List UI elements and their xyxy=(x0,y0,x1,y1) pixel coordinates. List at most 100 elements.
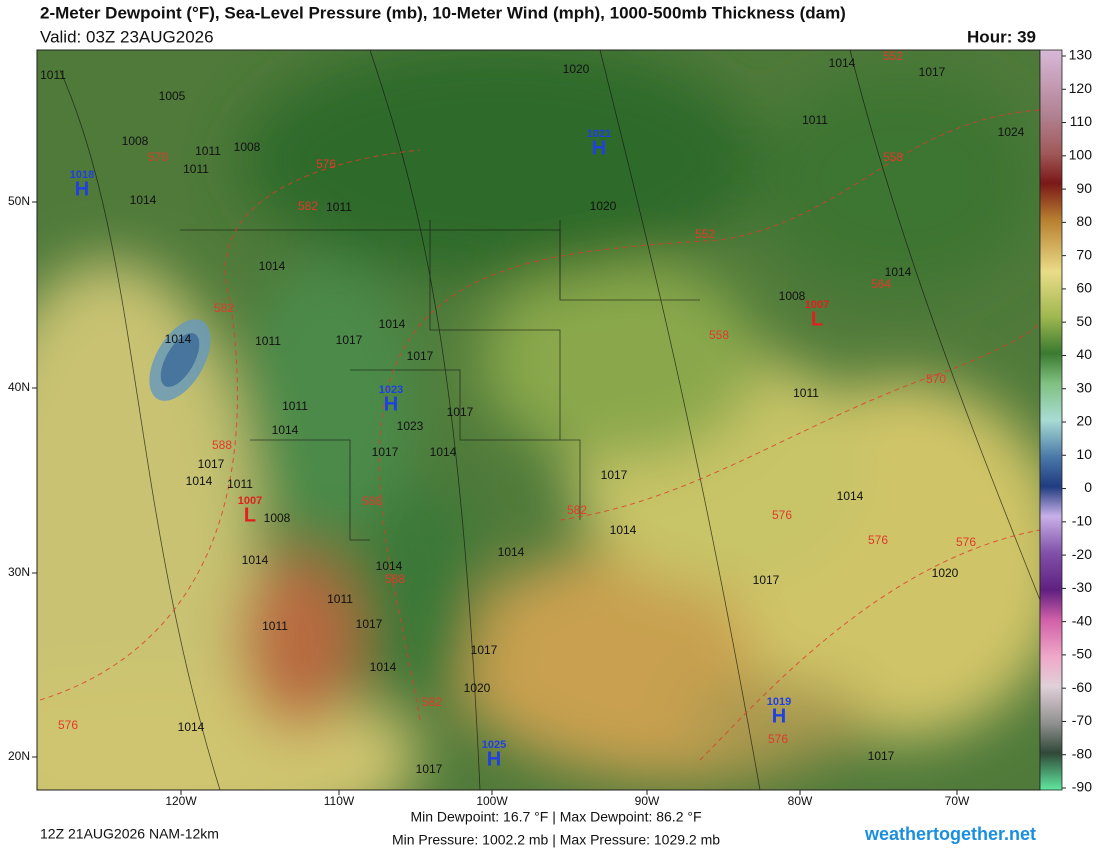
pressure-center-value: 1007 xyxy=(805,299,829,311)
isobar-label: 1014 xyxy=(186,474,213,488)
isobar-label: 1011 xyxy=(255,334,281,348)
lon-label: 90W xyxy=(635,794,660,808)
isobar-label: 1011 xyxy=(40,68,66,82)
thickness-label: 576 xyxy=(58,718,78,732)
lon-label: 80W xyxy=(788,794,813,808)
thickness-label: 576 xyxy=(868,533,888,547)
colorbar-label: -90 xyxy=(1072,779,1092,795)
pressure-center-letter: H xyxy=(487,748,501,770)
isobar-label: 1011 xyxy=(183,162,209,176)
isobar-label: 1008 xyxy=(122,134,149,148)
isobar-label: 1017 xyxy=(372,445,399,459)
thickness-label: 552 xyxy=(695,227,715,241)
colorbar-label: -20 xyxy=(1072,546,1092,562)
pressure-center-value: 1018 xyxy=(70,169,94,181)
isobar-label: 1005 xyxy=(159,89,186,103)
stats-line: Min Pressure: 1002.2 mb | Max Pressure: … xyxy=(392,832,720,848)
isobar-label: 1024 xyxy=(998,125,1025,139)
isobar-label: 1011 xyxy=(282,399,308,413)
thickness-label: 588 xyxy=(385,572,405,586)
isobar-label: 1014 xyxy=(178,720,205,734)
colorbar-label: -40 xyxy=(1072,612,1092,628)
isobar-label: 1017 xyxy=(336,333,363,347)
colorbar-label: 50 xyxy=(1076,313,1092,329)
isobar-label: 1011 xyxy=(327,592,353,606)
pressure-center-letter: H xyxy=(772,705,786,727)
pressure-center-value: 1007 xyxy=(238,495,262,507)
isobar-label: 1011 xyxy=(793,386,819,400)
isobar-label: 1011 xyxy=(326,200,352,214)
lat-label: 30N xyxy=(8,565,30,579)
isobar-label: 1014 xyxy=(829,56,856,70)
thickness-label: 558 xyxy=(709,328,729,342)
isobar-label: 1017 xyxy=(447,405,474,419)
pressure-center-letter: H xyxy=(592,137,606,159)
pressure-center-value: 1025 xyxy=(482,739,506,751)
forecast-hour: Hour: 39 xyxy=(967,27,1036,46)
isobar-label: 1020 xyxy=(590,199,617,213)
thickness-label: 582 xyxy=(214,301,234,315)
stats-line: Min Dewpoint: 16.7 °F | Max Dewpoint: 86… xyxy=(410,809,701,825)
thickness-label: 582 xyxy=(298,199,318,213)
colorbar-label: 80 xyxy=(1076,213,1092,229)
pressure-center-value: 1019 xyxy=(767,696,791,708)
thickness-label: 582 xyxy=(422,695,442,709)
valid-time: Valid: 03Z 23AUG2026 xyxy=(40,27,214,46)
site-name: weathertogether.net xyxy=(864,824,1036,844)
lon-label: 100W xyxy=(476,794,508,808)
colorbar-label: 30 xyxy=(1076,379,1092,395)
isobar-label: 1020 xyxy=(932,566,959,580)
colorbar-label: 0 xyxy=(1084,479,1092,495)
isobar-label: 1023 xyxy=(397,419,424,433)
colorbar-label: 120 xyxy=(1069,80,1093,96)
lon-label: 110W xyxy=(324,794,355,808)
colorbar-label: 20 xyxy=(1076,413,1092,429)
colorbar-label: -50 xyxy=(1072,646,1092,662)
isobar-label: 1014 xyxy=(430,445,457,459)
isobar-label: 1014 xyxy=(242,553,269,567)
pressure-center-letter: H xyxy=(384,393,398,415)
isobar-label: 1017 xyxy=(471,643,498,657)
thickness-label: 576 xyxy=(772,508,792,522)
thickness-label: 564 xyxy=(871,277,891,291)
thickness-label: 576 xyxy=(316,157,336,171)
isobar-label: 1014 xyxy=(165,332,192,346)
pressure-center-letter: L xyxy=(811,308,823,330)
thickness-label: 582 xyxy=(567,503,587,517)
colorbar-label: 100 xyxy=(1069,147,1093,163)
thickness-label: 552 xyxy=(883,49,903,63)
colorbar-label: 10 xyxy=(1076,446,1092,462)
isobar-label: 1011 xyxy=(802,113,828,127)
isobar-label: 1014 xyxy=(885,265,912,279)
isobar-label: 1017 xyxy=(601,468,628,482)
isobar-label: 1014 xyxy=(379,317,406,331)
lat-label: 20N xyxy=(8,749,30,763)
colorbar-label: -30 xyxy=(1072,579,1092,595)
isobar-label: 1008 xyxy=(264,511,291,525)
colorbar-label: 90 xyxy=(1076,180,1092,196)
lon-label: 120W xyxy=(165,794,197,808)
lat-label: 50N xyxy=(8,194,30,208)
pressure-center-letter: L xyxy=(244,504,256,526)
thickness-label: 570 xyxy=(148,150,168,164)
colorbar-label: -80 xyxy=(1072,745,1092,761)
thickness-label: 570 xyxy=(926,372,946,386)
isobar-label: 1014 xyxy=(130,193,157,207)
colorbar-label: 130 xyxy=(1069,47,1093,63)
isobar-label: 1011 xyxy=(195,144,221,158)
isobar-label: 1011 xyxy=(262,619,288,633)
isobar-label: 1008 xyxy=(779,289,806,303)
pressure-center-value: 1023 xyxy=(379,384,403,396)
isobar-label: 1014 xyxy=(259,259,286,273)
isobar-label: 1017 xyxy=(407,349,434,363)
isobar-label: 1014 xyxy=(837,489,864,503)
colorbar-label: -10 xyxy=(1072,513,1092,529)
model-run: 12Z 21AUG2026 NAM-12km xyxy=(40,826,219,842)
isobar-label: 1014 xyxy=(610,523,637,537)
isobar-label: 1017 xyxy=(868,749,895,763)
isobar-label: 1014 xyxy=(370,660,397,674)
isobar-label: 1017 xyxy=(919,65,946,79)
thickness-label: 576 xyxy=(956,535,976,549)
pressure-center-letter: H xyxy=(75,178,89,200)
